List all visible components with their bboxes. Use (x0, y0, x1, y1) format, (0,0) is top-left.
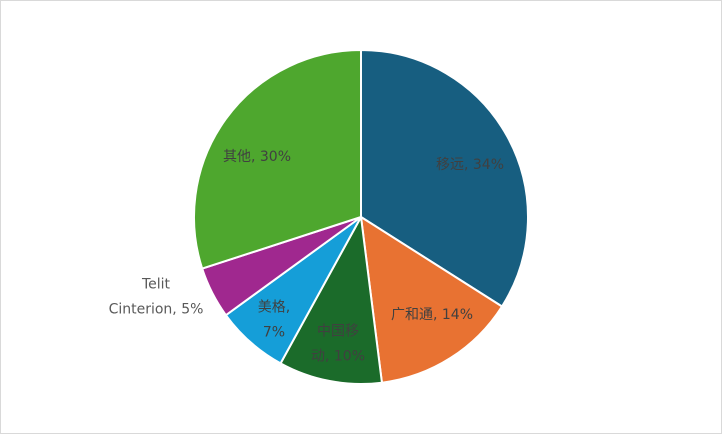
pie-slice (193, 48, 362, 270)
data-label: 广和通, 14% (391, 307, 473, 323)
data-label: 移远, 34% (436, 157, 504, 173)
data-label: 其他, 30% (223, 149, 291, 165)
pie-slice (279, 213, 384, 385)
pie-slice (359, 215, 504, 384)
data-label: Telit Cinterion, 5% (109, 277, 204, 318)
data-label: 中国移动, 10% (311, 324, 365, 365)
data-label: 美格, 7% (258, 300, 290, 341)
